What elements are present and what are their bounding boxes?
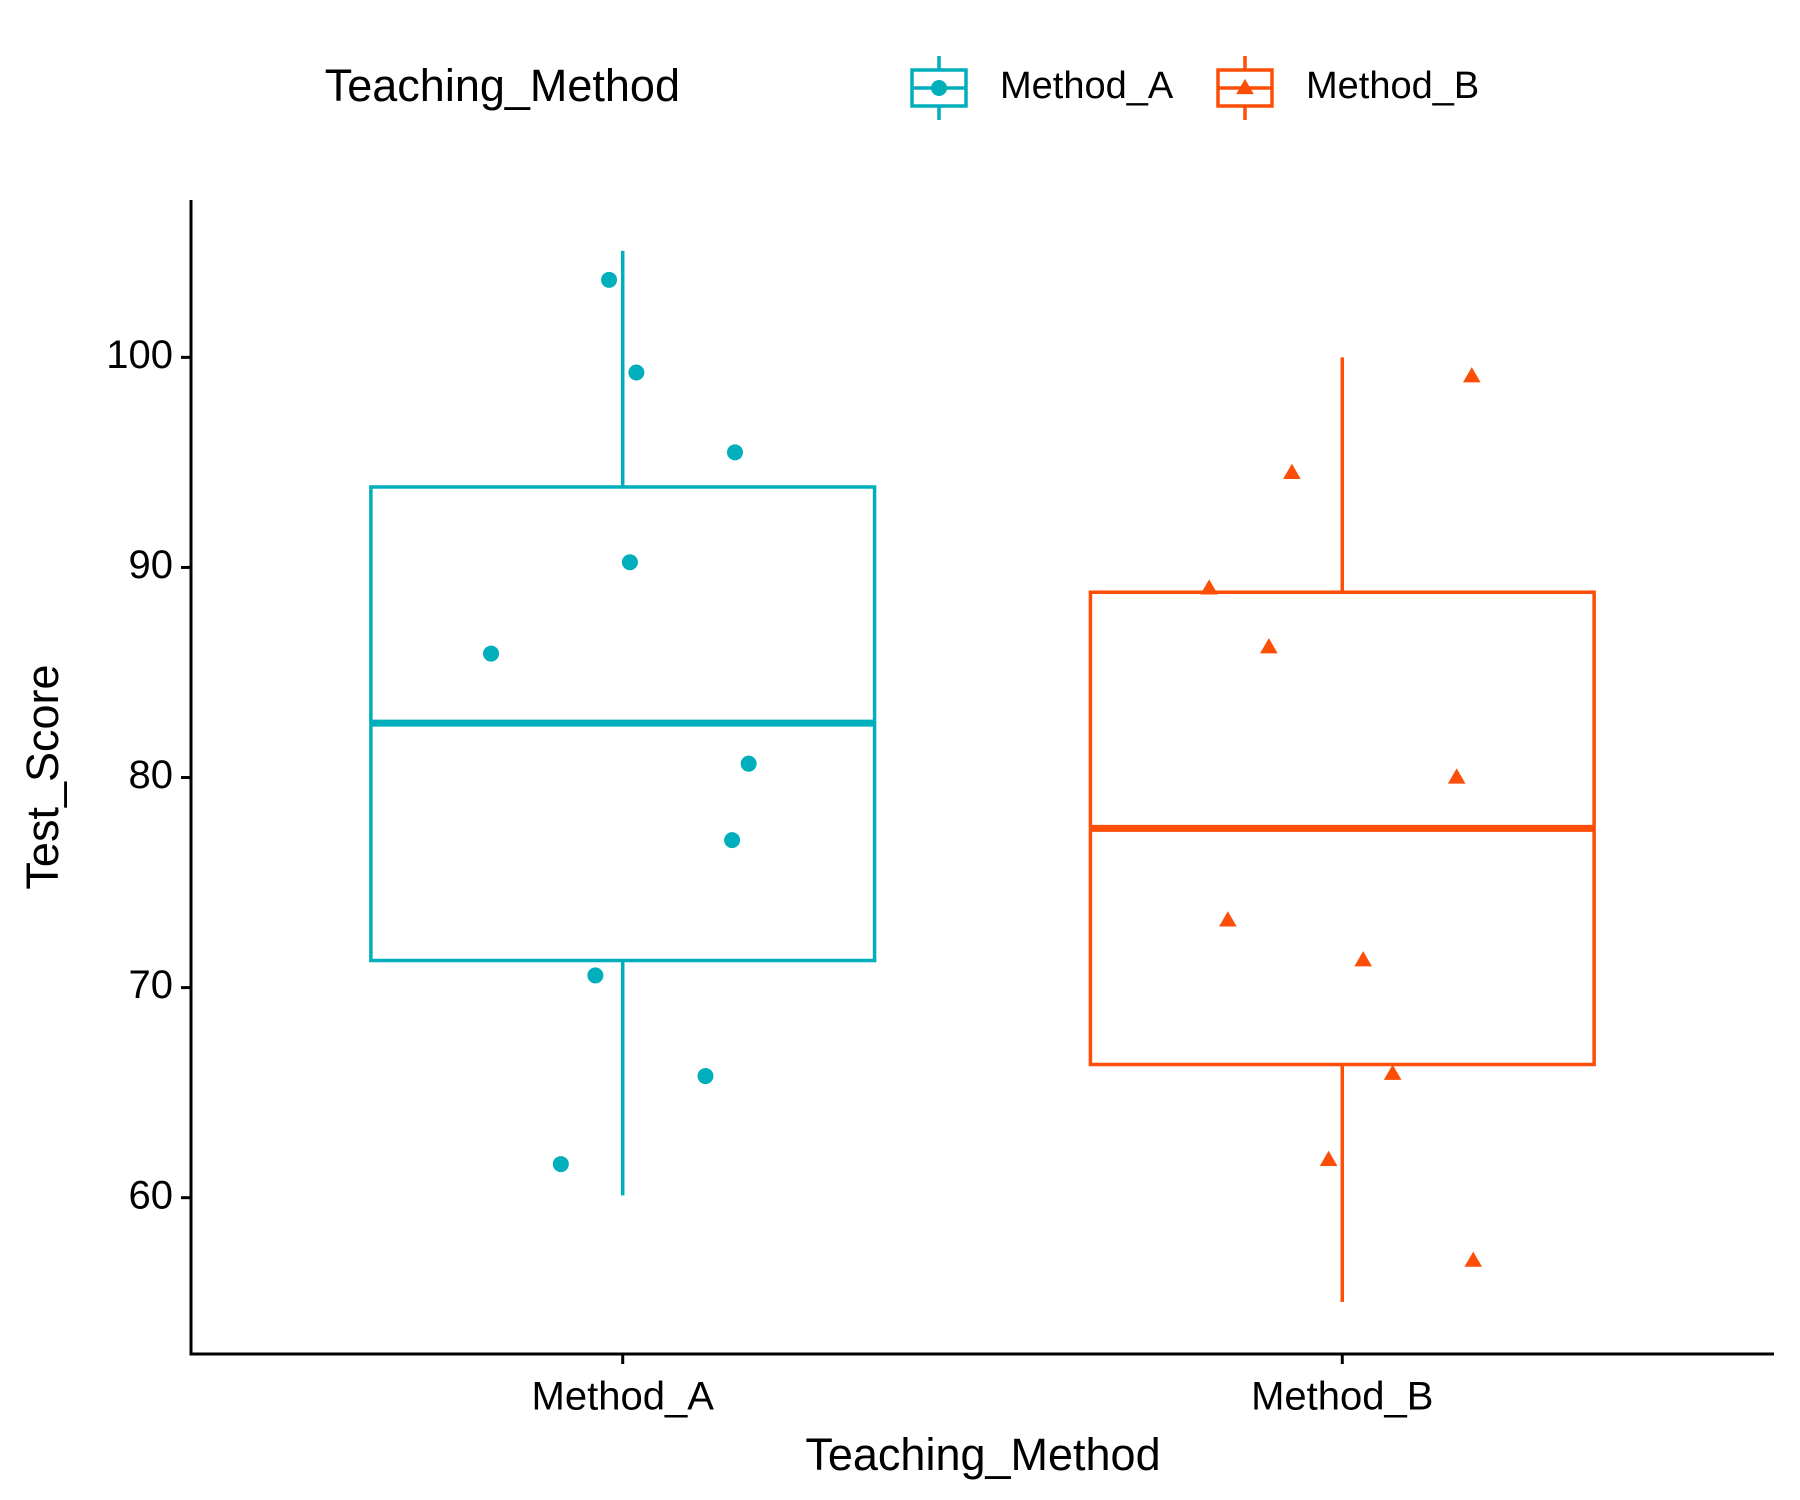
legend-label: Method_A [1000,65,1174,107]
data-point [1464,1251,1483,1267]
data-point [1354,951,1372,967]
x-tick-label: Method_B [1251,1375,1433,1419]
data-point [726,444,743,461]
data-point [740,755,757,772]
data-point [621,554,638,571]
data-point [552,1156,569,1173]
data-point [601,271,618,288]
legend-key-marker [1236,78,1254,95]
legend-label: Method_B [1306,65,1479,107]
legend-key-marker [931,80,947,96]
data-point [1219,911,1237,927]
data-point [1383,1064,1402,1080]
data-point [697,1068,714,1085]
data-point [1319,1150,1338,1166]
data-point [483,645,500,662]
y-tick-label: 70 [129,963,174,1007]
data-point [587,967,604,984]
data-point [1283,463,1301,479]
x-tick-label: Method_A [532,1375,715,1419]
data-point [628,364,645,381]
data-point [1200,579,1218,595]
y-tick-label: 90 [129,543,174,587]
x-axis-title: Teaching_Method [805,1429,1160,1480]
y-tick-label: 60 [129,1173,174,1217]
data-point [724,832,741,849]
legend-title: Teaching_Method [325,60,680,111]
data-point [1260,638,1278,654]
data-point [1447,768,1466,784]
y-tick-label: 100 [106,333,173,377]
y-axis-title: Test_Score [17,664,68,889]
y-tick-label: 80 [129,753,174,797]
data-point [1462,367,1481,383]
